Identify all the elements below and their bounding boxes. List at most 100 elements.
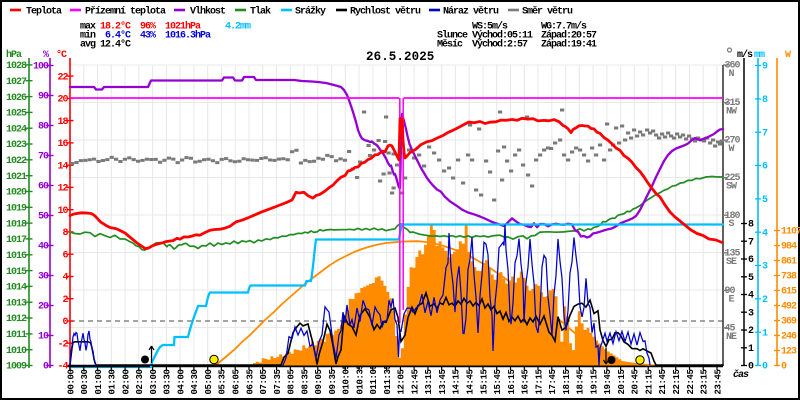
svg-text:01:00: 01:00	[94, 369, 104, 394]
svg-text:13:15: 13:15	[424, 369, 434, 394]
svg-text:22:45: 22:45	[686, 369, 696, 394]
svg-text:NE: NE	[726, 332, 737, 343]
svg-text:0: 0	[748, 362, 754, 373]
svg-text:09:05: 09:05	[314, 369, 324, 394]
svg-text:225: 225	[725, 173, 741, 184]
svg-text:Náraz větru: Náraz větru	[443, 6, 499, 18]
svg-text:12:45: 12:45	[410, 369, 420, 394]
svg-text:738: 738	[781, 272, 797, 283]
svg-text:010:05: 010:05	[342, 364, 352, 394]
svg-text:14:15: 14:15	[452, 369, 462, 394]
svg-text:96%: 96%	[140, 22, 156, 33]
svg-text:-2: -2	[57, 339, 68, 350]
svg-text:23:15: 23:15	[700, 369, 710, 394]
svg-text:45: 45	[725, 323, 736, 334]
svg-text:6: 6	[62, 250, 68, 261]
svg-text:19:45: 19:45	[603, 369, 613, 394]
svg-text:17:45: 17:45	[548, 369, 558, 394]
svg-text:6.4°C: 6.4°C	[105, 30, 131, 42]
svg-text:8: 8	[62, 228, 68, 239]
svg-text:hPa: hPa	[6, 49, 22, 61]
svg-text:16:15: 16:15	[507, 369, 517, 394]
svg-text:1011: 1011	[6, 330, 27, 341]
svg-text:4: 4	[762, 228, 768, 239]
svg-text:%: %	[43, 50, 49, 61]
svg-text:1027: 1027	[6, 77, 27, 88]
svg-text:6: 6	[748, 255, 754, 266]
svg-text:06:35: 06:35	[245, 369, 255, 394]
svg-text:3: 3	[748, 308, 754, 319]
svg-text:011:35: 011:35	[383, 364, 393, 394]
svg-text:2: 2	[62, 295, 68, 306]
svg-text:1022: 1022	[6, 156, 27, 167]
svg-text:13:45: 13:45	[438, 369, 448, 394]
svg-text:Vlhkost: Vlhkost	[190, 6, 226, 18]
svg-text:N: N	[728, 69, 734, 80]
svg-text:20: 20	[38, 302, 49, 313]
svg-text:21:15: 21:15	[645, 369, 655, 394]
svg-text:246: 246	[781, 332, 797, 343]
svg-text:Teplota: Teplota	[26, 6, 62, 18]
svg-text:80: 80	[38, 122, 49, 133]
svg-text:Rychlost větru: Rychlost větru	[350, 6, 421, 18]
svg-text:20:45: 20:45	[631, 369, 641, 394]
svg-text:270: 270	[725, 136, 741, 147]
svg-text:1010: 1010	[6, 346, 27, 357]
svg-text:123: 123	[781, 347, 797, 358]
svg-text:čas: čas	[733, 369, 749, 381]
svg-text:WG:7.7m/s: WG:7.7m/s	[541, 21, 587, 33]
svg-text:W: W	[785, 50, 791, 61]
svg-text:1016.3hPa: 1016.3hPa	[165, 30, 211, 42]
svg-text:07:05: 07:05	[259, 369, 269, 394]
svg-text:1025: 1025	[6, 109, 27, 120]
svg-text:492: 492	[781, 302, 797, 313]
svg-text:0: 0	[781, 362, 787, 373]
svg-text:avg: avg	[80, 40, 96, 51]
svg-text:W: W	[728, 144, 734, 155]
svg-text:40: 40	[38, 242, 49, 253]
svg-text:1019: 1019	[6, 204, 27, 215]
svg-text:S: S	[728, 219, 734, 230]
svg-text:Tlak: Tlak	[250, 6, 271, 18]
svg-text:7: 7	[762, 128, 768, 139]
svg-text:1: 1	[748, 344, 754, 355]
svg-text:21:45: 21:45	[658, 369, 668, 394]
svg-text:100: 100	[33, 62, 49, 73]
svg-text:0: 0	[43, 362, 49, 373]
svg-text:1009: 1009	[6, 362, 27, 373]
svg-text:-4: -4	[57, 362, 68, 373]
svg-text:14: 14	[57, 161, 68, 172]
svg-text:1021: 1021	[6, 172, 27, 183]
svg-text:20: 20	[57, 95, 68, 106]
svg-text:22: 22	[57, 72, 68, 83]
svg-text:04:30: 04:30	[190, 369, 200, 394]
svg-text:1013: 1013	[6, 298, 27, 309]
svg-text:1017: 1017	[6, 235, 27, 246]
svg-text:90: 90	[725, 286, 736, 297]
svg-text:6: 6	[762, 162, 768, 173]
svg-text:3: 3	[762, 262, 768, 273]
svg-text:1020: 1020	[6, 188, 27, 199]
svg-text:30: 30	[38, 272, 49, 283]
svg-text:NW: NW	[726, 107, 737, 118]
svg-text:16:45: 16:45	[521, 369, 531, 394]
svg-text:01:30: 01:30	[108, 369, 118, 394]
svg-text:20:15: 20:15	[617, 369, 627, 394]
svg-text:1018: 1018	[6, 219, 27, 230]
svg-text:12:05: 12:05	[397, 369, 407, 394]
svg-text:1107: 1107	[781, 227, 800, 238]
svg-text:615: 615	[781, 287, 797, 298]
svg-text:90: 90	[38, 92, 49, 103]
svg-text:02:00: 02:00	[121, 369, 131, 394]
svg-text:E: E	[728, 294, 734, 305]
svg-text:18.2°C: 18.2°C	[100, 21, 131, 33]
svg-text:06:05: 06:05	[232, 369, 242, 394]
svg-text:18: 18	[57, 117, 68, 128]
svg-text:15:15: 15:15	[479, 369, 489, 394]
svg-text:23:45: 23:45	[713, 369, 723, 394]
svg-text:5: 5	[762, 195, 768, 206]
svg-text:2: 2	[748, 326, 754, 337]
svg-text:1016: 1016	[6, 251, 27, 262]
svg-text:Srážky: Srážky	[295, 6, 326, 18]
svg-text:4.2mm: 4.2mm	[225, 22, 251, 33]
